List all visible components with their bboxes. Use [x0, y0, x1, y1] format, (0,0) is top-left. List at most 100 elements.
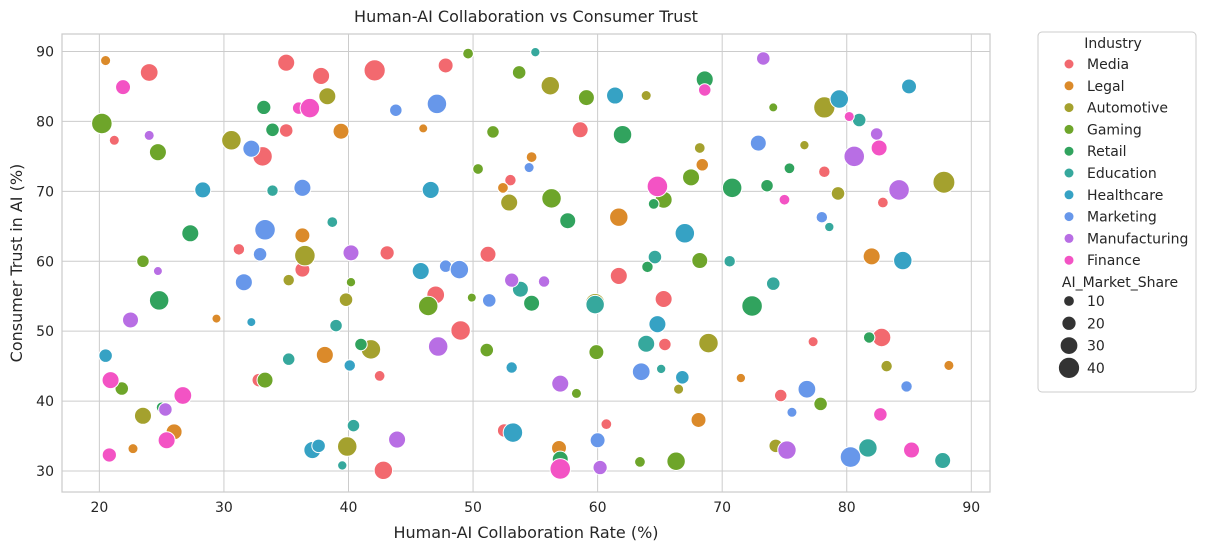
- legend-size-marker: [1061, 315, 1077, 331]
- legend-marker: [1064, 103, 1074, 113]
- data-point: [91, 112, 113, 135]
- data-point: [114, 381, 130, 396]
- y-tick-label: 70: [36, 184, 54, 200]
- legend-marker: [1064, 124, 1074, 134]
- legend-size-title: AI_Market_Share: [1062, 275, 1178, 291]
- x-tick-label: 40: [340, 500, 358, 516]
- data-point: [588, 344, 605, 361]
- data-point: [673, 383, 685, 395]
- data-point: [122, 311, 140, 329]
- data-point: [101, 371, 120, 390]
- data-point: [741, 295, 763, 317]
- data-point: [698, 332, 719, 354]
- data-point: [606, 86, 625, 105]
- data-point: [450, 320, 471, 341]
- data-point: [502, 422, 524, 443]
- data-point: [880, 359, 893, 373]
- legend: Industry Media Legal Automotive Gaming Retai…: [1037, 31, 1197, 393]
- data-point: [691, 252, 709, 270]
- data-point: [373, 460, 394, 481]
- data-point: [389, 103, 403, 117]
- data-point: [570, 387, 582, 399]
- legend-label: Manufacturing: [1087, 231, 1188, 247]
- y-tick-label: 30: [36, 464, 54, 480]
- y-tick-label: 50: [36, 324, 54, 340]
- data-point: [511, 65, 527, 80]
- data-point: [232, 243, 246, 256]
- data-point: [777, 440, 797, 460]
- data-point: [640, 90, 652, 102]
- data-point: [813, 396, 828, 412]
- data-point: [312, 66, 331, 85]
- data-point: [654, 289, 673, 309]
- data-point: [862, 247, 881, 266]
- data-point: [778, 193, 791, 206]
- data-point: [807, 336, 819, 348]
- data-point: [723, 255, 736, 268]
- data-point: [797, 379, 817, 399]
- data-point: [252, 246, 268, 262]
- data-point: [646, 175, 669, 198]
- data-point: [637, 334, 656, 353]
- data-point: [127, 443, 139, 455]
- data-point: [523, 294, 541, 312]
- data-point: [427, 336, 449, 357]
- data-point: [647, 249, 663, 265]
- data-point: [799, 140, 810, 151]
- data-point: [472, 163, 484, 175]
- data-point: [541, 188, 562, 209]
- data-point: [242, 139, 261, 158]
- data-point: [815, 210, 829, 224]
- legend-label: Automotive: [1087, 101, 1168, 117]
- legend-size-items: 10 20 30 40: [1057, 294, 1105, 380]
- data-point: [266, 184, 279, 197]
- data-point: [943, 359, 955, 371]
- data-point: [655, 363, 667, 375]
- legend-marker: [1064, 81, 1074, 91]
- data-point: [609, 207, 629, 227]
- legend-label: Retail: [1087, 144, 1127, 160]
- data-point: [338, 292, 354, 307]
- data-point: [173, 386, 193, 405]
- data-point: [337, 436, 358, 457]
- data-point: [411, 262, 430, 281]
- x-tick-label: 50: [464, 500, 482, 516]
- data-point: [294, 227, 311, 244]
- data-point: [293, 178, 312, 197]
- data-point: [903, 441, 921, 459]
- legend-marker: [1064, 146, 1074, 156]
- data-point: [647, 198, 660, 210]
- data-point: [449, 259, 470, 280]
- data-point: [760, 178, 774, 193]
- data-point: [437, 57, 454, 74]
- data-point: [559, 212, 577, 230]
- data-point: [843, 145, 866, 168]
- data-point: [152, 266, 163, 277]
- data-point: [505, 361, 518, 374]
- data-point: [115, 79, 132, 96]
- data-point: [100, 55, 112, 67]
- data-point: [466, 292, 477, 303]
- data-point: [585, 294, 605, 315]
- data-point: [342, 244, 360, 262]
- legend-box: [1037, 31, 1197, 393]
- data-point: [282, 273, 295, 287]
- data-point: [830, 186, 846, 201]
- data-point: [839, 446, 862, 468]
- data-point: [697, 83, 712, 97]
- data-point: [695, 158, 710, 172]
- data-point: [721, 177, 743, 199]
- data-point: [486, 125, 500, 139]
- data-point: [786, 406, 798, 418]
- y-tick-label: 90: [36, 44, 54, 60]
- legend-label: Education: [1087, 166, 1157, 182]
- legend-size-label: 30: [1087, 339, 1105, 355]
- data-point: [108, 134, 120, 146]
- data-point: [934, 452, 952, 470]
- data-point: [888, 179, 910, 201]
- grid: [62, 34, 990, 492]
- y-tick-label: 60: [36, 254, 54, 270]
- data-point: [299, 97, 321, 119]
